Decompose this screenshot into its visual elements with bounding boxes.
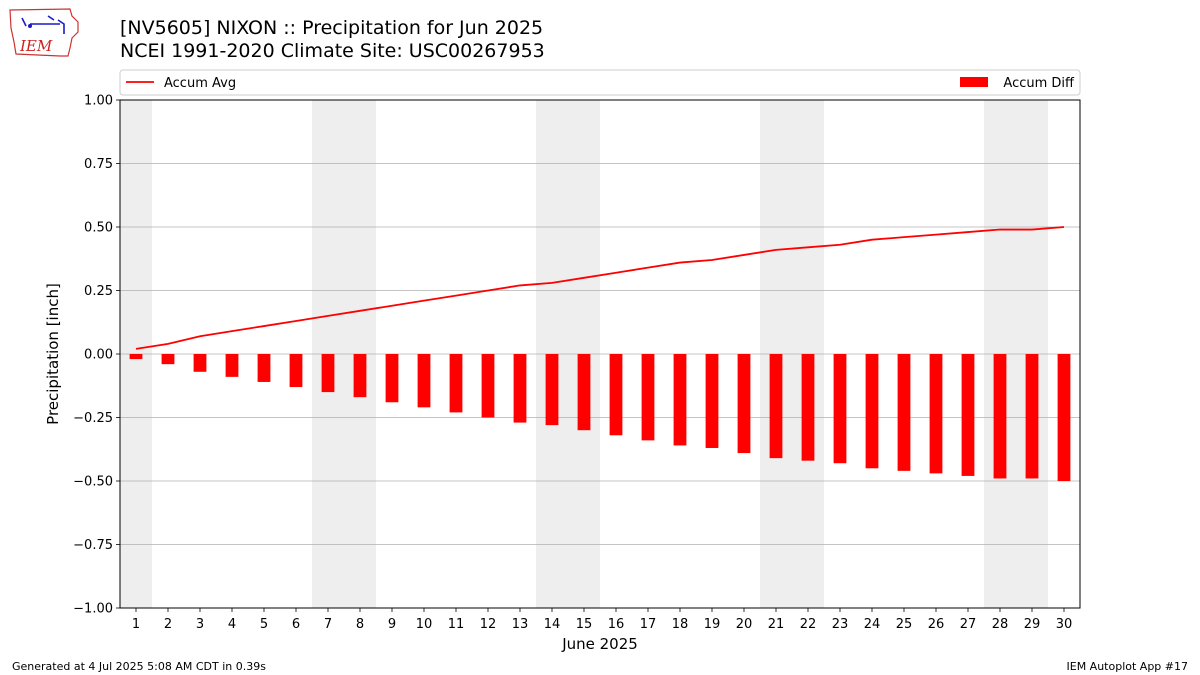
x-tick-label: 11	[448, 617, 465, 632]
x-tick-label: 21	[768, 617, 785, 632]
y-tick-label: 0.00	[84, 348, 113, 363]
accum-diff-bar	[833, 354, 847, 464]
accum-diff-bar	[225, 354, 239, 377]
accum-diff-bar	[289, 354, 303, 388]
x-tick-label: 4	[228, 617, 236, 632]
y-tick-label: −0.75	[73, 538, 113, 553]
accum-diff-bar	[161, 354, 175, 365]
x-tick-label: 20	[736, 617, 753, 632]
logo-text: IEM	[19, 37, 53, 55]
x-tick-label: 3	[196, 617, 204, 632]
y-tick-label: −0.25	[73, 411, 113, 426]
x-tick-label: 1	[132, 617, 140, 632]
x-axis-label: June 2025	[561, 635, 638, 653]
x-tick-label: 15	[576, 617, 593, 632]
accum-diff-bar	[897, 354, 911, 471]
accum-diff-bar	[737, 354, 751, 454]
x-tick-label: 12	[480, 617, 497, 632]
accum-diff-bar	[673, 354, 687, 446]
accum-diff-bar	[257, 354, 271, 382]
y-tick-label: 0.25	[84, 284, 113, 299]
y-axis-label: Precipitation [inch]	[44, 283, 62, 425]
y-tick-label: −1.00	[73, 602, 113, 617]
accum-diff-bar	[801, 354, 815, 461]
x-tick-label: 10	[416, 617, 433, 632]
accum-diff-bar	[353, 354, 367, 398]
accum-diff-bar	[609, 354, 623, 436]
accum-diff-bar	[641, 354, 655, 441]
app-label: IEM Autoplot App #17	[1066, 660, 1189, 673]
accum-diff-bar	[769, 354, 783, 459]
x-tick-label: 18	[672, 617, 689, 632]
iem-logo: IEM	[9, 8, 79, 57]
x-tick-label: 8	[356, 617, 364, 632]
accum-diff-bar	[705, 354, 719, 448]
x-tick-label: 30	[1056, 617, 1073, 632]
x-tick-label: 27	[960, 617, 977, 632]
accum-diff-bar	[993, 354, 1007, 479]
y-tick-label: 0.75	[84, 157, 113, 172]
chart-subtitle: NCEI 1991-2020 Climate Site: USC00267953	[120, 40, 545, 62]
accum-diff-bar	[865, 354, 879, 469]
x-tick-label: 14	[544, 617, 561, 632]
x-tick-label: 17	[640, 617, 657, 632]
legend-box	[119, 69, 1081, 96]
accum-diff-bar	[513, 354, 527, 423]
accum-diff-bar	[929, 354, 943, 474]
accum-diff-bar	[385, 354, 399, 403]
generated-timestamp: Generated at 4 Jul 2025 5:08 AM CDT in 0…	[12, 660, 266, 673]
x-tick-label: 16	[608, 617, 625, 632]
accum-diff-bar	[577, 354, 591, 431]
x-tick-label: 2	[164, 617, 172, 632]
x-tick-label: 26	[928, 617, 945, 632]
accum-diff-bar	[1057, 354, 1071, 481]
x-tick-label: 13	[512, 617, 529, 632]
accum-diff-bar	[417, 354, 431, 408]
x-tick-label: 7	[324, 617, 332, 632]
y-tick-label: 1.00	[84, 94, 113, 109]
x-tick-label: 22	[800, 617, 817, 632]
y-tick-label: −0.50	[73, 475, 113, 490]
x-tick-label: 28	[992, 617, 1009, 632]
plot-frame	[119, 99, 1081, 609]
accum-diff-bar	[1025, 354, 1039, 479]
chart-title: [NV5605] NIXON :: Precipitation for Jun …	[120, 17, 544, 39]
weather-station-icon	[21, 15, 65, 34]
x-tick-label: 23	[832, 617, 849, 632]
accum-diff-bar	[321, 354, 335, 393]
accum-diff-bar	[193, 354, 207, 372]
legend-bar-swatch	[960, 77, 988, 87]
x-tick-label: 25	[896, 617, 913, 632]
x-tick-label: 5	[260, 617, 268, 632]
accum-diff-bar	[481, 354, 495, 418]
x-tick-label: 6	[292, 617, 300, 632]
accum-diff-bar	[129, 354, 143, 360]
x-tick-label: 29	[1024, 617, 1041, 632]
legend-label-accum-diff: Accum Diff	[1003, 76, 1075, 91]
x-tick-label: 19	[704, 617, 721, 632]
x-tick-label: 9	[388, 617, 396, 632]
accum-diff-bar	[961, 354, 975, 476]
accum-avg-line	[135, 226, 1065, 350]
legend-label-accum-avg: Accum Avg	[164, 76, 236, 91]
accum-diff-bar	[449, 354, 463, 413]
x-tick-label: 24	[864, 617, 881, 632]
iowa-outline-shape	[9, 8, 79, 57]
accum-diff-bar	[545, 354, 559, 426]
y-tick-label: 0.50	[84, 221, 113, 236]
